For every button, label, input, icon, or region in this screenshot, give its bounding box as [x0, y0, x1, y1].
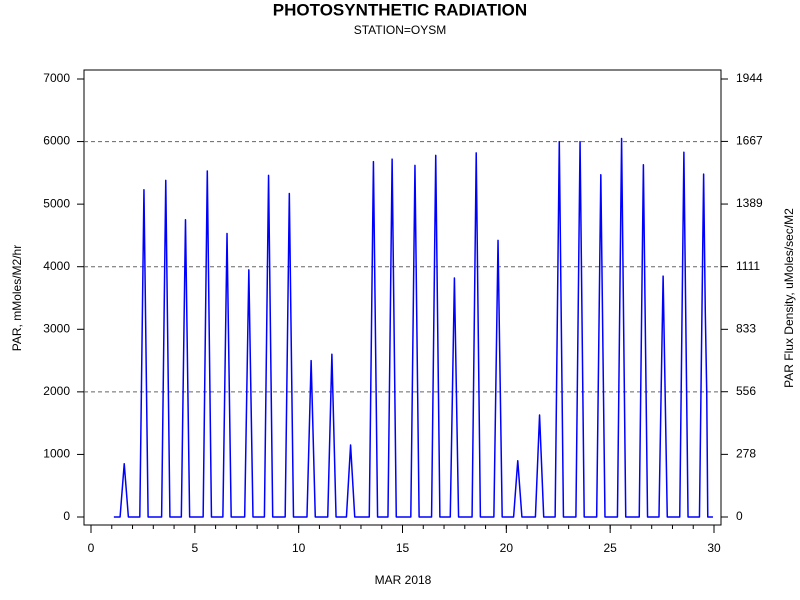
y2-tick-label: 0	[736, 509, 743, 523]
x-tick-label: 25	[603, 541, 617, 555]
x-tick-label: 15	[396, 541, 410, 555]
data-line	[113, 137, 713, 518]
y2-tick-label: 833	[736, 321, 756, 335]
y-tick-label: 0	[63, 509, 70, 523]
y-tick-label: 3000	[43, 321, 70, 335]
x-tick-label: 10	[292, 541, 306, 555]
y-tick-label: 5000	[43, 196, 70, 210]
y2-tick-label: 1111	[736, 259, 760, 273]
x-tick-label: 30	[707, 541, 721, 555]
x-tick-label: 0	[88, 541, 95, 555]
x-tick-label: 5	[191, 541, 198, 555]
y-tick-label: 2000	[43, 384, 70, 398]
y-tick-label: 1000	[43, 447, 70, 461]
y2-axis-label: PAR Flux Density, uMoles/sec/M2	[782, 208, 796, 388]
y2-tick-label: 1667	[736, 134, 763, 148]
y2-tick-label: 1389	[736, 196, 763, 210]
chart-subtitle: STATION=OYSM	[354, 23, 447, 37]
y-tick-label: 4000	[43, 259, 70, 273]
y2-tick-label: 278	[736, 447, 756, 461]
y-tick-label: 7000	[43, 71, 70, 85]
chart-title: PHOTOSYNTHETIC RADIATION	[273, 0, 527, 19]
y-axis-label: PAR, mMoles/M2/hr	[10, 245, 24, 351]
y2-tick-label: 1944	[736, 71, 763, 85]
x-axis-label: MAR 2018	[375, 573, 432, 587]
x-tick-label: 20	[500, 541, 514, 555]
y2-tick-label: 556	[736, 384, 756, 398]
y-tick-label: 6000	[43, 134, 70, 148]
